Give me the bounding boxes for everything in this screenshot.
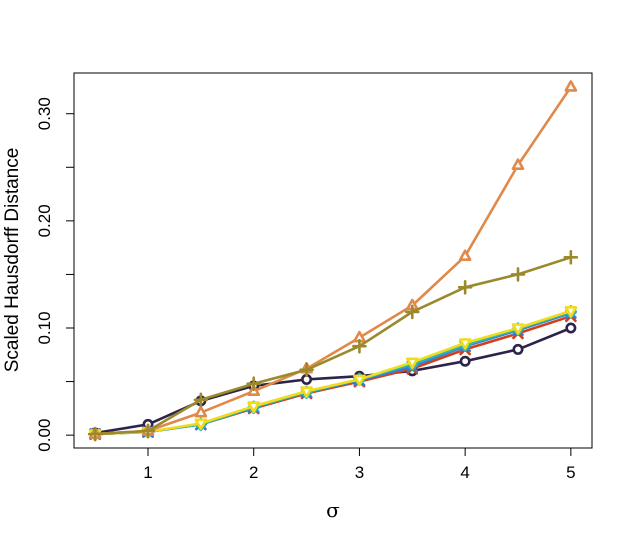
data-point bbox=[87, 426, 103, 442]
series-7 bbox=[87, 249, 579, 442]
data-point bbox=[193, 392, 209, 408]
series-layer bbox=[87, 80, 579, 442]
y-tick-label: 0.00 bbox=[35, 419, 54, 452]
series-5 bbox=[88, 306, 578, 441]
x-tick-label: 5 bbox=[566, 463, 575, 482]
data-point bbox=[458, 338, 472, 350]
data-point bbox=[510, 267, 526, 282]
data-point bbox=[246, 376, 262, 392]
data-point bbox=[457, 279, 473, 295]
data-point bbox=[353, 374, 366, 387]
series-2 bbox=[89, 310, 577, 440]
data-point bbox=[564, 306, 578, 318]
data-point bbox=[194, 405, 208, 418]
series-line bbox=[93, 326, 573, 435]
plot-frame bbox=[73, 72, 593, 449]
data-point bbox=[564, 80, 578, 92]
x-tick-label: 4 bbox=[460, 463, 469, 482]
data-point bbox=[300, 386, 313, 399]
series-line bbox=[93, 85, 573, 436]
series-1 bbox=[89, 322, 577, 439]
series-line bbox=[93, 309, 573, 436]
data-point bbox=[511, 323, 525, 335]
y-tick-label: 0.10 bbox=[35, 311, 54, 344]
series-4 bbox=[88, 305, 578, 441]
data-point bbox=[459, 355, 471, 367]
data-point bbox=[405, 357, 419, 370]
y-axis-title: Scaled Hausdorff Distance bbox=[2, 148, 23, 373]
data-point bbox=[352, 338, 367, 354]
data-point bbox=[563, 249, 579, 265]
series-line bbox=[93, 256, 573, 436]
data-point bbox=[458, 249, 472, 262]
series-3 bbox=[89, 307, 577, 440]
y-axis: 0.00 0.10 0.20 0.30 bbox=[35, 97, 75, 452]
x-axis: 1 2 3 4 5 bbox=[143, 447, 576, 482]
x-tick-label: 3 bbox=[355, 463, 364, 482]
x-tick-label: 2 bbox=[249, 463, 258, 482]
data-point bbox=[404, 304, 420, 320]
x-tick-label: 1 bbox=[143, 463, 152, 482]
x-axis-title: σ bbox=[326, 498, 340, 522]
data-point bbox=[565, 322, 577, 334]
data-point bbox=[512, 343, 524, 355]
data-point bbox=[140, 423, 156, 439]
y-tick-label: 0.20 bbox=[35, 204, 54, 237]
data-point bbox=[247, 401, 261, 414]
data-point bbox=[299, 362, 314, 378]
data-point bbox=[194, 418, 208, 431]
y-tick-label: 0.30 bbox=[35, 97, 54, 130]
data-point bbox=[511, 158, 525, 170]
